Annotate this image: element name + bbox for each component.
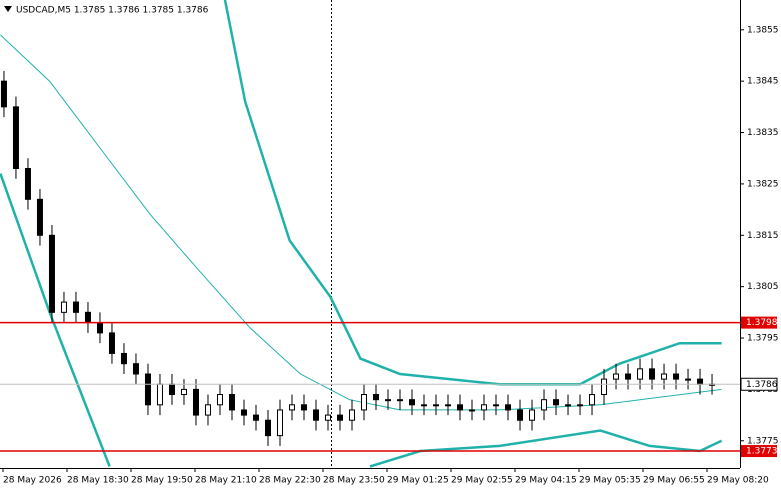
candle-body xyxy=(637,368,644,380)
candle-body xyxy=(445,404,452,407)
candle-body xyxy=(589,394,596,406)
candle-body xyxy=(168,383,175,396)
level-label: 1.3773 xyxy=(746,447,778,457)
candle-body xyxy=(517,409,524,421)
y-tick-label: 1.3855 xyxy=(747,25,779,35)
x-tick-label: 28 May 21:10 xyxy=(195,476,257,486)
candle-body xyxy=(469,409,476,412)
x-tick-label: 29 May 01:25 xyxy=(387,476,449,486)
candle-body xyxy=(577,404,584,407)
candle-body xyxy=(336,414,343,421)
candle-body xyxy=(108,332,115,354)
candle-body xyxy=(565,404,572,407)
candle-body xyxy=(72,301,79,313)
candle-body xyxy=(264,419,271,437)
candle-body xyxy=(192,388,199,416)
candle-body xyxy=(12,106,19,170)
y-tick-label: 1.3795 xyxy=(747,334,779,344)
candle-body xyxy=(312,409,319,421)
candle-body xyxy=(276,409,283,437)
candle-body xyxy=(228,394,235,411)
candle-body xyxy=(348,409,355,421)
candle-body xyxy=(481,404,488,411)
candle-body xyxy=(697,378,704,385)
current-price-label: 1.3786 xyxy=(746,380,778,390)
candle-body xyxy=(48,234,55,313)
candle-body xyxy=(216,394,223,406)
candle-body xyxy=(541,399,548,411)
candle-body xyxy=(84,311,91,324)
candle-body xyxy=(529,409,536,421)
candle-body xyxy=(685,378,692,381)
x-tick-label: 29 May 02:55 xyxy=(451,476,513,486)
x-tick-label: 29 May 06:55 xyxy=(643,476,705,486)
candle-body xyxy=(288,404,295,411)
candle-body xyxy=(613,373,620,380)
candle-body xyxy=(96,322,103,334)
candle-body xyxy=(421,404,428,407)
candle-body xyxy=(156,383,163,406)
y-tick-label: 1.3825 xyxy=(747,179,779,189)
y-tick-label: 1.3775 xyxy=(747,436,779,446)
x-tick-label: 28 May 18:30 xyxy=(67,476,129,486)
current-price-box xyxy=(740,377,778,391)
candle-body xyxy=(24,168,31,200)
chart-title: USDCAD,M5 1.3785 1.3786 1.3785 1.3786 xyxy=(16,6,209,16)
y-tick-label: 1.3805 xyxy=(747,282,779,292)
candle-body xyxy=(457,404,464,411)
candle-body xyxy=(36,198,43,236)
x-tick-label: 28 May 23:50 xyxy=(323,476,385,486)
candle-body xyxy=(661,373,668,380)
candle-body xyxy=(673,373,680,380)
indicator-line xyxy=(223,0,722,386)
candle-body xyxy=(601,378,608,396)
candle-body xyxy=(300,404,307,411)
level-label-box xyxy=(741,445,777,458)
candle-body xyxy=(180,388,187,396)
menu-triangle[interactable] xyxy=(4,6,12,12)
x-tick-label: 28 May 2026 xyxy=(3,476,62,486)
candle-body xyxy=(505,404,512,411)
indicator-line xyxy=(0,34,722,411)
candle-body xyxy=(60,301,67,313)
candle-body xyxy=(324,414,331,421)
candle-body xyxy=(385,399,392,402)
candle-body xyxy=(204,404,211,416)
x-tick-label: 28 May 22:30 xyxy=(259,476,321,486)
candle-body xyxy=(553,399,560,406)
candle-body xyxy=(240,409,247,416)
candle-body xyxy=(0,80,7,108)
candle-body xyxy=(625,373,632,380)
candle-body xyxy=(132,363,139,375)
level-label-box xyxy=(741,316,777,329)
candle-body xyxy=(433,404,440,407)
candle-body xyxy=(120,352,127,365)
y-tick-label: 1.3815 xyxy=(747,231,779,241)
candle-body xyxy=(252,414,259,421)
candle-body xyxy=(409,399,416,406)
x-tick-label: 29 May 08:20 xyxy=(707,476,769,486)
candle-body xyxy=(649,368,656,380)
x-tick-label: 29 May 04:15 xyxy=(515,476,577,486)
x-tick-label: 28 May 19:50 xyxy=(131,476,193,486)
level-label: 1.3798 xyxy=(746,318,778,328)
y-tick-label: 1.3835 xyxy=(747,128,779,138)
candle-body xyxy=(493,404,500,407)
candle-body xyxy=(373,394,380,401)
y-tick-label: 1.3845 xyxy=(747,77,779,87)
x-tick-label: 29 May 05:35 xyxy=(579,476,641,486)
candle-body xyxy=(397,399,404,402)
candle-body xyxy=(360,394,367,411)
candle-body xyxy=(144,373,151,406)
